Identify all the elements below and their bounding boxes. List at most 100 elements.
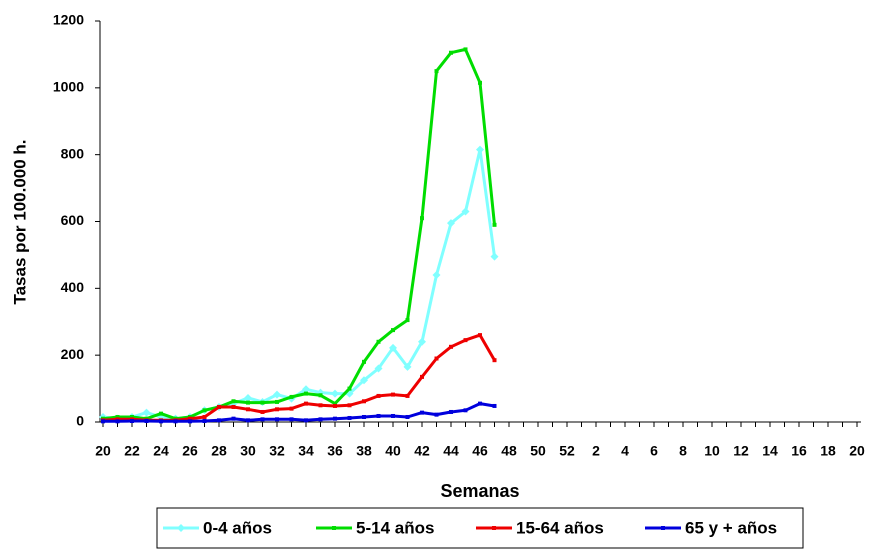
y-tick-label: 200 — [61, 346, 85, 362]
marker — [405, 393, 410, 398]
legend-marker — [661, 526, 665, 530]
x-tick-label: 14 — [762, 443, 778, 459]
marker — [405, 318, 410, 323]
legend-label: 0-4 años — [203, 518, 272, 537]
marker — [463, 47, 468, 52]
series-line — [102, 47, 496, 421]
x-axis-title: Semanas — [440, 481, 519, 501]
marker — [302, 385, 310, 394]
marker — [115, 419, 120, 424]
x-tick-label: 32 — [269, 443, 285, 459]
x-tick-label: 30 — [240, 443, 256, 459]
marker — [420, 374, 424, 379]
marker — [476, 145, 484, 154]
marker — [231, 416, 236, 421]
y-axis-title: Tasas por 100.000 h. — [10, 139, 29, 304]
x-tick-label: 4 — [621, 443, 629, 459]
marker — [202, 418, 207, 423]
marker — [490, 252, 499, 261]
x-tick-label: 46 — [472, 443, 488, 459]
x-tick-label: 28 — [211, 443, 227, 459]
legend-box — [156, 507, 804, 549]
marker — [173, 419, 178, 424]
marker — [202, 414, 207, 419]
marker — [362, 399, 366, 404]
marker — [289, 417, 294, 422]
marker — [318, 417, 323, 422]
marker — [420, 410, 424, 415]
marker — [188, 416, 192, 421]
x-tick-label: 20 — [95, 443, 111, 459]
y-tick-label: 0 — [76, 413, 84, 429]
marker — [374, 364, 383, 373]
x-tick-label: 48 — [501, 443, 517, 459]
marker — [418, 337, 426, 346]
marker — [289, 394, 294, 399]
x-tick-label: 38 — [356, 443, 372, 459]
marker — [449, 50, 453, 55]
series-line — [103, 402, 495, 423]
marker — [376, 339, 381, 344]
marker — [362, 414, 366, 419]
marker — [461, 207, 470, 216]
legend-label: 65 y + años — [685, 518, 777, 537]
marker — [115, 414, 120, 419]
marker — [376, 393, 381, 398]
x-tick-label: 34 — [298, 443, 314, 459]
marker — [231, 399, 236, 404]
marker — [318, 393, 323, 398]
x-tick-label: 6 — [650, 443, 658, 459]
x-tick-label: 8 — [679, 443, 687, 459]
marker — [260, 409, 265, 414]
marker — [246, 400, 250, 405]
x-tick-label: 22 — [124, 443, 140, 459]
marker — [130, 418, 134, 423]
y-tick-label: 1200 — [53, 12, 84, 28]
x-tick-label: 44 — [443, 443, 459, 459]
marker — [478, 401, 482, 406]
x-tick-label: 12 — [733, 443, 749, 459]
x-tick-label: 18 — [820, 443, 836, 459]
series-line — [102, 148, 496, 421]
legend-label: 5-14 años — [356, 518, 434, 537]
marker — [463, 338, 468, 343]
marker — [478, 80, 482, 85]
marker — [333, 401, 337, 406]
marker — [304, 401, 308, 406]
marker — [217, 404, 221, 409]
y-tick-label: 800 — [61, 145, 85, 161]
marker — [434, 356, 439, 361]
marker — [333, 403, 337, 408]
marker — [275, 417, 279, 422]
marker — [492, 358, 497, 363]
marker — [130, 414, 134, 419]
x-tick-label: 20 — [849, 443, 865, 459]
marker — [447, 219, 455, 228]
x-tick-label: 2 — [592, 443, 600, 459]
x-tick-label: 36 — [327, 443, 343, 459]
legend-label: 15-64 años — [516, 518, 604, 537]
marker — [246, 407, 250, 412]
y-tick-label: 400 — [61, 279, 85, 295]
marker — [188, 419, 192, 424]
marker — [391, 392, 395, 397]
marker — [362, 359, 366, 364]
marker — [389, 343, 397, 352]
marker — [115, 417, 120, 422]
marker — [273, 390, 281, 399]
marker — [449, 409, 453, 414]
marker — [391, 328, 395, 333]
marker — [260, 400, 265, 405]
marker — [347, 415, 352, 420]
marker — [333, 416, 337, 421]
marker — [331, 389, 339, 398]
marker — [304, 418, 308, 423]
marker — [304, 391, 308, 396]
marker — [318, 403, 323, 408]
marker — [405, 414, 410, 419]
x-tick-label: 52 — [559, 443, 575, 459]
marker — [275, 399, 279, 404]
legend-marker — [332, 526, 336, 530]
marker — [275, 407, 279, 412]
